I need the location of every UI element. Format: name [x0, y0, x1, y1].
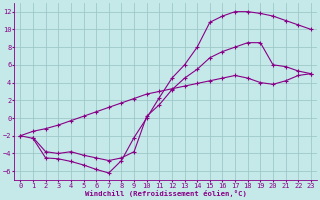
X-axis label: Windchill (Refroidissement éolien,°C): Windchill (Refroidissement éolien,°C)	[85, 190, 247, 197]
